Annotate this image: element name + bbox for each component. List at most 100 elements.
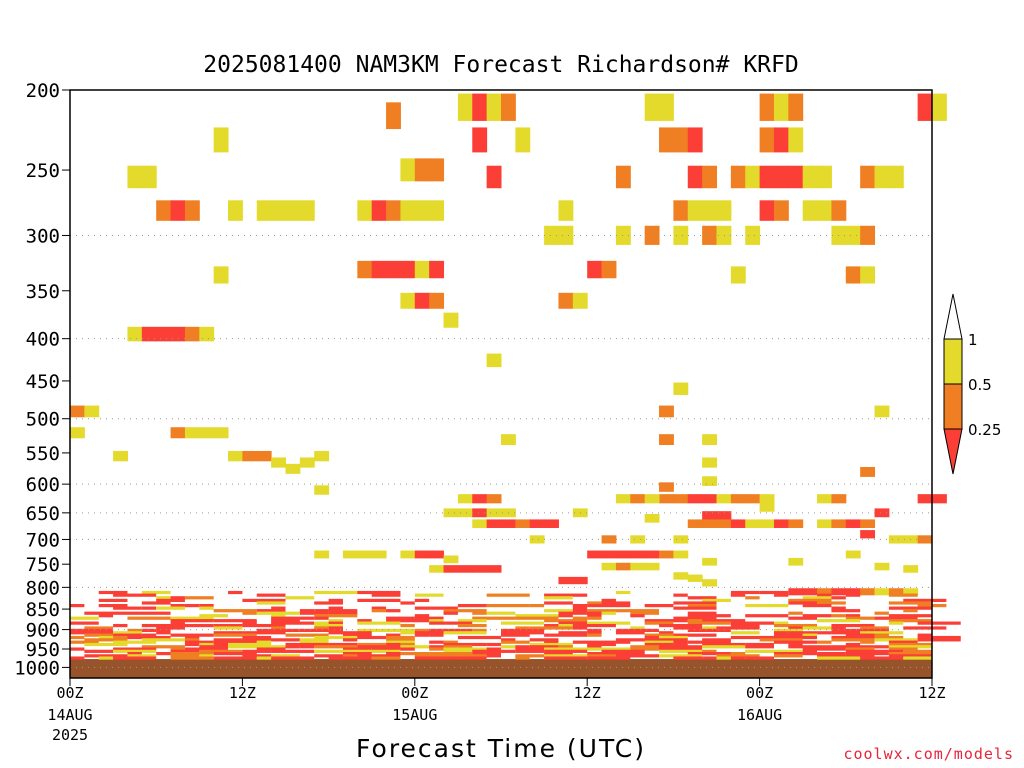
low-level-streak xyxy=(199,649,243,653)
low-level-streak xyxy=(443,645,458,649)
low-level-streak xyxy=(314,635,358,640)
low-level-streak xyxy=(687,640,731,644)
heatmap-cell xyxy=(860,225,876,245)
heatmap-cell xyxy=(788,93,804,121)
low-level-streak xyxy=(314,590,358,595)
low-level-streak xyxy=(730,656,746,660)
low-level-streak xyxy=(888,606,932,610)
heatmap-cell xyxy=(515,127,531,153)
heatmap-cell xyxy=(788,519,804,528)
low-level-streak xyxy=(486,593,530,597)
heatmap-cell xyxy=(702,557,717,566)
low-level-streak xyxy=(113,649,157,653)
heatmap-cell xyxy=(601,550,617,559)
heatmap-cell xyxy=(601,562,617,571)
low-level-streak xyxy=(831,626,846,630)
heatmap-cell xyxy=(156,326,172,342)
heatmap-cell xyxy=(702,476,717,486)
low-level-streak xyxy=(860,656,904,660)
low-level-streak xyxy=(716,626,760,630)
low-level-streak xyxy=(601,601,631,605)
heatmap-cell xyxy=(745,494,761,504)
low-level-streak xyxy=(544,654,588,658)
low-level-streak xyxy=(271,621,315,625)
low-level-streak xyxy=(342,631,372,635)
low-level-streak xyxy=(558,614,573,618)
low-level-streak xyxy=(817,619,861,623)
low-level-streak xyxy=(817,601,846,605)
low-level-streak xyxy=(213,626,243,630)
heatmap-cell xyxy=(860,466,876,477)
low-level-streak xyxy=(587,656,631,660)
heatmap-cell xyxy=(615,494,631,504)
heatmap-cell xyxy=(888,588,904,596)
low-level-streak xyxy=(386,619,430,623)
heatmap-cell xyxy=(831,519,847,528)
low-level-streak xyxy=(845,633,875,637)
low-level-streak xyxy=(386,640,415,644)
y-tick-label: 350 xyxy=(26,281,60,303)
low-level-streak xyxy=(70,621,99,625)
low-level-streak xyxy=(860,628,889,632)
low-level-streak xyxy=(400,623,415,628)
low-level-streak xyxy=(242,654,272,658)
low-level-streak xyxy=(271,616,315,620)
colorbar-level-label: 1 xyxy=(968,331,978,349)
heatmap-cell xyxy=(788,127,804,153)
low-level-streak xyxy=(659,631,674,635)
heatmap-cell xyxy=(386,260,401,279)
heatmap-cell xyxy=(673,382,689,395)
low-level-streak xyxy=(70,635,85,640)
low-level-streak xyxy=(314,654,343,658)
heatmap-cell xyxy=(673,127,689,153)
low-level-streak xyxy=(888,649,904,653)
low-level-streak xyxy=(256,656,272,660)
heatmap-cell xyxy=(702,511,717,520)
low-level-streak xyxy=(615,590,631,595)
low-level-streak xyxy=(472,628,487,632)
low-level-streak xyxy=(113,593,157,597)
heatmap-cell xyxy=(860,266,876,284)
heatmap-cell xyxy=(730,519,746,528)
low-level-streak xyxy=(400,628,415,632)
low-level-streak xyxy=(156,628,171,632)
heatmap-cell xyxy=(472,93,488,121)
low-level-streak xyxy=(673,606,717,610)
low-level-streak xyxy=(702,619,746,623)
heatmap-cell xyxy=(802,588,818,596)
low-level-streak xyxy=(213,623,229,628)
y-tick-label: 550 xyxy=(26,443,60,465)
x-tick-label: 12Z xyxy=(229,684,256,702)
low-level-streak xyxy=(443,640,458,644)
heatmap-cell xyxy=(486,508,502,518)
ground-band xyxy=(70,659,932,678)
low-level-streak xyxy=(400,645,430,649)
low-level-streak xyxy=(702,598,731,603)
low-level-streak xyxy=(888,619,932,623)
low-level-streak xyxy=(328,631,343,635)
heatmap-cell xyxy=(429,200,445,221)
heatmap-cell xyxy=(400,550,416,559)
low-level-streak xyxy=(917,621,961,625)
low-level-streak xyxy=(141,628,157,632)
low-level-streak xyxy=(860,640,875,644)
low-level-streak xyxy=(357,642,387,647)
low-level-streak xyxy=(903,649,932,653)
heatmap-cell xyxy=(860,588,876,596)
low-level-streak xyxy=(414,631,444,635)
low-level-streak xyxy=(429,628,473,632)
low-level-streak xyxy=(745,642,774,647)
low-level-streak xyxy=(170,633,214,637)
low-level-streak xyxy=(845,642,861,647)
low-level-streak xyxy=(213,609,257,613)
low-level-streak xyxy=(817,654,846,658)
low-level-streak xyxy=(845,649,889,653)
heatmap-cell xyxy=(213,427,229,439)
heatmap-cell xyxy=(156,200,172,221)
heatmap-cell xyxy=(429,565,445,573)
x-tick-date: 14AUG xyxy=(47,706,92,724)
low-level-streak xyxy=(615,609,660,613)
low-level-streak xyxy=(558,645,573,649)
heatmap-cell xyxy=(486,494,502,504)
y-tick-label: 250 xyxy=(26,160,60,182)
